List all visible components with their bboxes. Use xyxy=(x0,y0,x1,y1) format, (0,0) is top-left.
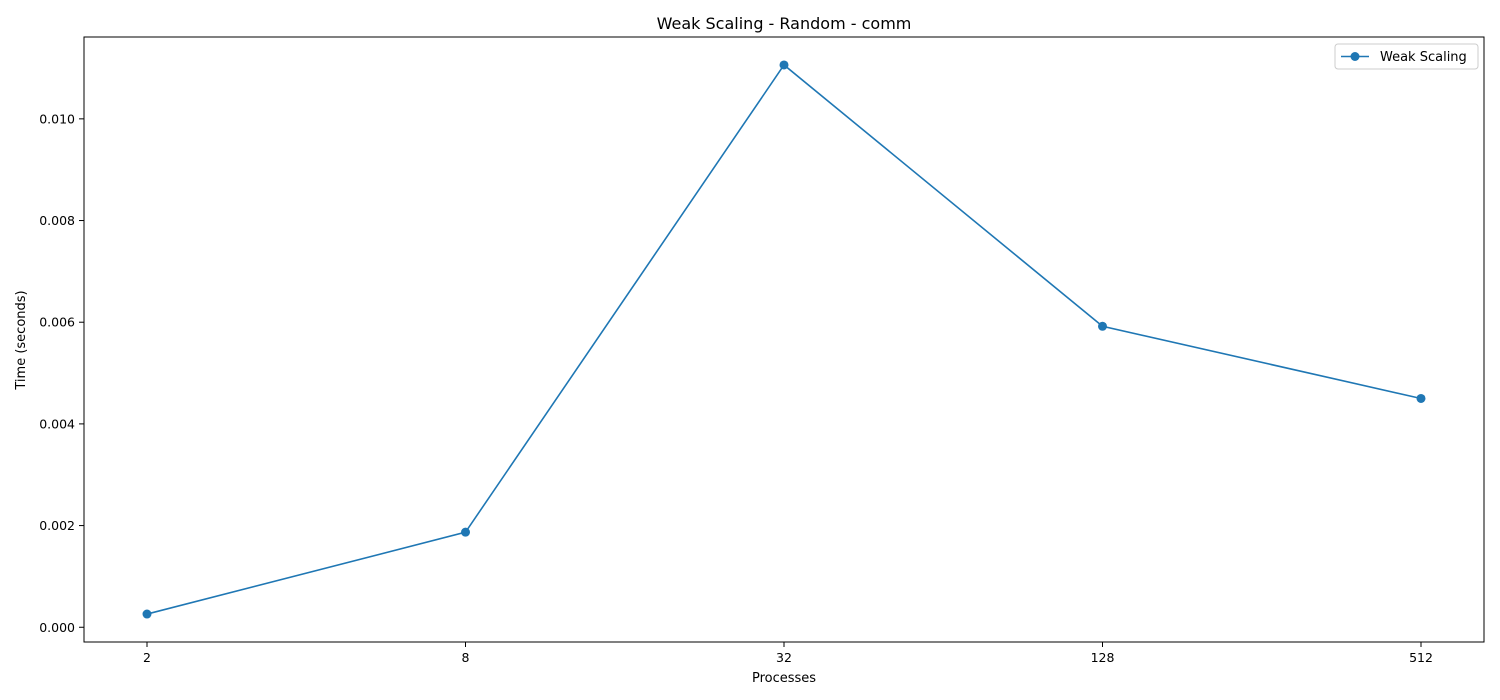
y-tick-label: 0.008 xyxy=(39,213,75,228)
x-axis-label: Processes xyxy=(752,671,816,686)
y-tick-label: 0.004 xyxy=(39,416,75,431)
data-point xyxy=(1416,393,1426,403)
y-tick-label: 0.006 xyxy=(39,315,75,330)
data-point xyxy=(1098,321,1107,331)
y-tick-label: 0.002 xyxy=(39,518,75,533)
legend-marker-icon xyxy=(1350,52,1360,61)
y-axis-label: Time (seconds) xyxy=(14,290,29,390)
series-layer xyxy=(142,60,1426,619)
chart-title: Weak Scaling - Random - comm xyxy=(657,14,912,33)
y-tick-label: 0.000 xyxy=(39,620,75,635)
x-tick-label: 512 xyxy=(1409,650,1433,665)
x-tick-label: 2 xyxy=(143,650,151,665)
x-tick-label: 8 xyxy=(462,650,470,665)
plot-area xyxy=(83,36,1485,643)
data-point xyxy=(779,60,789,70)
x-axis: 2 8 32 128 512 xyxy=(143,642,1433,665)
data-point xyxy=(142,609,152,619)
legend: Weak Scaling xyxy=(1334,43,1479,70)
x-tick-label: 32 xyxy=(776,650,792,665)
legend-label: Weak Scaling xyxy=(1380,50,1467,65)
data-point xyxy=(461,527,470,537)
y-axis: 0.000 0.002 0.004 0.006 0.008 0.010 xyxy=(39,111,84,635)
legend-box xyxy=(1334,43,1479,70)
y-tick-label: 0.010 xyxy=(39,111,75,126)
x-tick-label: 128 xyxy=(1091,650,1115,665)
